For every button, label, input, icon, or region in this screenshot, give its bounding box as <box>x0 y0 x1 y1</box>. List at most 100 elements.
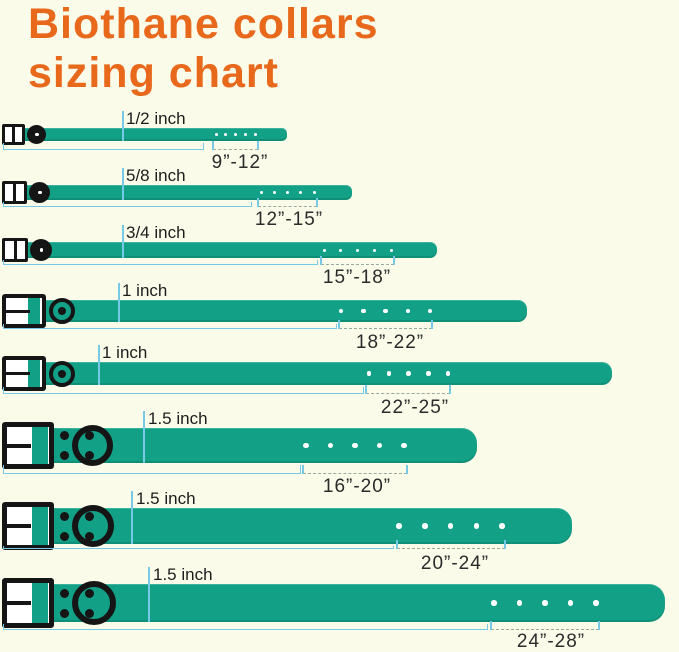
page-title: Biothane collars sizing chart <box>28 0 379 98</box>
title-line1: Biothane collars <box>28 0 379 48</box>
strap-hole <box>427 308 433 314</box>
measure-tick <box>406 465 408 474</box>
measure-tick <box>396 540 398 549</box>
buckle-bar-icon <box>7 601 31 605</box>
d-ring-icon <box>72 581 116 625</box>
measure-tick <box>320 256 322 265</box>
measure-bracket <box>3 465 301 474</box>
buckle-strap-through <box>32 427 48 464</box>
measure-bracket <box>3 546 394 549</box>
measure-tick <box>365 385 367 394</box>
strap-hole <box>253 133 257 136</box>
strap-hole <box>406 371 411 376</box>
strap-hole <box>259 191 263 194</box>
width-label: 5/8 inch <box>126 166 186 185</box>
measure-dash <box>213 148 258 150</box>
buckle-bar-icon <box>7 443 31 448</box>
strap-hole <box>447 523 454 529</box>
width-label: 1.5 inch <box>136 489 196 508</box>
rivet-icon <box>59 451 69 460</box>
collar-strap <box>2 362 612 385</box>
collar-strap <box>2 242 437 258</box>
measure-bracket <box>3 260 318 265</box>
measure-tick <box>598 621 600 630</box>
size-range-label: 18”-22” <box>355 332 425 353</box>
strap-hole <box>386 371 391 376</box>
measure-dash <box>258 205 317 207</box>
strap-hole <box>567 600 574 606</box>
strap-hole <box>499 523 505 529</box>
d-ring-icon <box>72 425 113 466</box>
rivet-icon <box>59 531 69 541</box>
buckle-ring-icon <box>49 360 75 387</box>
collar-strap <box>2 300 527 322</box>
measure-bracket <box>3 624 488 630</box>
strap-hole <box>327 442 334 449</box>
measure-dash <box>366 392 450 394</box>
rivet-icon <box>59 431 69 440</box>
buckle-bar-icon <box>6 372 30 375</box>
size-range-label: 24”-28” <box>516 631 586 652</box>
ring-pin-icon <box>35 132 39 137</box>
measure-bracket <box>3 202 252 207</box>
measure-tick <box>431 320 433 329</box>
buckle-strap-through <box>32 583 48 623</box>
buckle-prong-icon <box>13 181 16 204</box>
collar-strap <box>2 128 287 141</box>
width-label: 1/2 inch <box>126 109 186 128</box>
strap-hole <box>214 133 218 136</box>
buckle-prong-icon <box>12 124 15 145</box>
buckle-ring-icon <box>49 298 75 324</box>
strap-hole <box>376 442 383 449</box>
strap-hole <box>426 371 431 376</box>
rivet-icon <box>59 588 69 598</box>
label-tick <box>98 345 100 385</box>
measure-dash <box>303 472 407 474</box>
strap-hole <box>372 248 376 252</box>
buckle-strap-through <box>28 298 40 324</box>
strap-hole <box>593 600 599 606</box>
label-tick <box>131 491 133 544</box>
measure-tick <box>316 198 318 207</box>
strap-hole <box>272 191 276 194</box>
measure-dash <box>491 628 599 630</box>
strap-hole <box>286 191 289 194</box>
size-range-label: 9”-12” <box>211 152 269 173</box>
label-tick <box>122 225 124 258</box>
label-tick <box>118 283 120 322</box>
buckle-prong-icon <box>13 238 17 262</box>
measure-bracket <box>3 387 364 394</box>
strap-hole <box>405 308 410 314</box>
width-label: 1 inch <box>122 281 168 300</box>
strap-hole <box>491 600 497 606</box>
strap-hole <box>396 523 402 529</box>
strap-hole <box>445 371 451 376</box>
strap-hole <box>383 308 388 314</box>
buckle-strap-through <box>28 360 40 387</box>
measure-bracket <box>3 324 337 329</box>
label-tick <box>143 411 145 463</box>
strap-hole <box>473 523 479 529</box>
measure-tick <box>212 141 214 150</box>
strap-hole <box>224 133 228 136</box>
strap-hole <box>243 133 247 136</box>
size-range-label: 16”-20” <box>322 476 392 497</box>
width-label: 1 inch <box>102 343 148 362</box>
title-line2: sizing chart <box>28 49 279 97</box>
collar-strap <box>2 185 352 200</box>
size-range-label: 22”-25” <box>380 397 450 418</box>
width-label: 1.5 inch <box>153 565 213 584</box>
strap-hole <box>542 600 548 606</box>
strap-hole <box>312 191 316 194</box>
strap-hole <box>339 248 343 252</box>
label-tick <box>148 567 150 622</box>
ring-pin-icon <box>58 307 66 315</box>
strap-hole <box>389 248 393 252</box>
measure-dash <box>339 327 432 329</box>
strap-hole <box>366 371 372 376</box>
label-tick <box>122 111 124 141</box>
strap-hole <box>303 442 309 449</box>
width-label: 3/4 inch <box>126 223 186 242</box>
